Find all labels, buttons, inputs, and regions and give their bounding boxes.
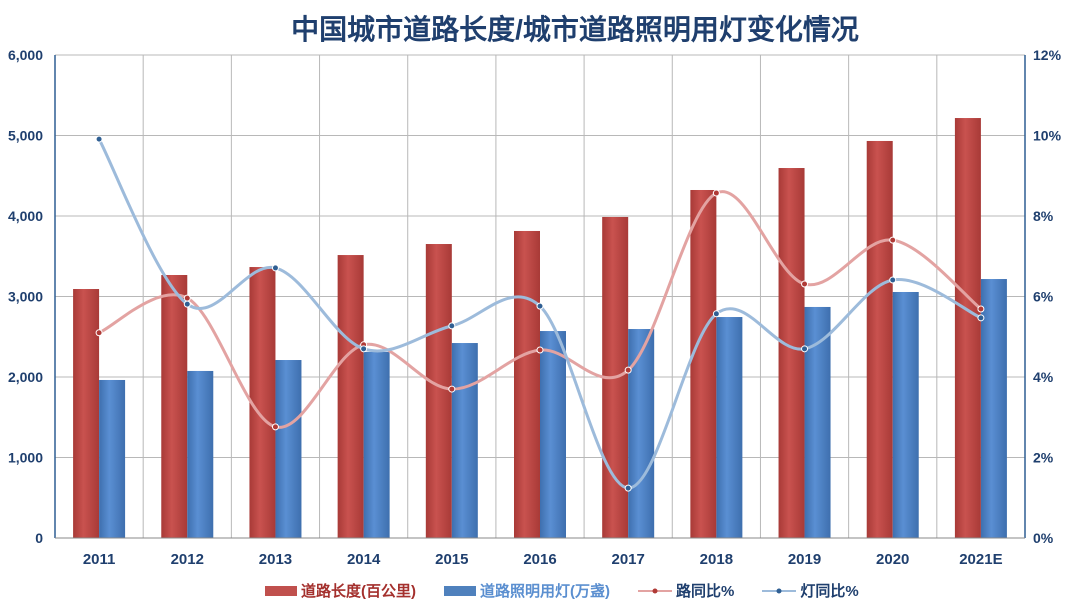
bar-road-length xyxy=(866,140,893,538)
bar-road-length xyxy=(690,189,717,538)
line-lamp-yoy-point xyxy=(536,302,544,310)
line-lamp-yoy-point xyxy=(624,484,632,492)
bar-road-length xyxy=(425,244,452,538)
legend-swatch xyxy=(265,585,297,596)
x-tick-label: 2015 xyxy=(435,551,468,568)
bar-lamps xyxy=(187,370,214,538)
legend-label: 道路长度(百公里) xyxy=(301,583,416,600)
y-left-tick-label: 4,000 xyxy=(8,208,43,224)
legend-item-lamps: 道路照明用灯(万盏) xyxy=(444,580,610,601)
x-tick-label: 2014 xyxy=(347,551,381,568)
x-tick-label: 2018 xyxy=(700,551,733,568)
bar-road-length xyxy=(249,267,276,538)
line-lamp-yoy-point xyxy=(183,300,191,308)
x-tick-label: 2011 xyxy=(83,551,116,568)
bar-lamps xyxy=(892,291,919,538)
line-lamp-yoy-point xyxy=(889,276,897,284)
legend-item-road-length: 道路长度(百公里) xyxy=(265,580,416,601)
line-road-yoy xyxy=(98,190,982,429)
y-right-tick-label: 4% xyxy=(1033,369,1054,385)
bar-lamps xyxy=(99,379,126,538)
line-lamp-yoy-point xyxy=(360,345,368,353)
y-left-tick-label: 3,000 xyxy=(8,289,43,305)
bar-lamps xyxy=(980,279,1007,538)
bar-road-length xyxy=(73,289,100,538)
line-lamp-yoy-point xyxy=(712,310,720,318)
y-right-tick-label: 8% xyxy=(1033,208,1054,224)
y-right-tick-label: 2% xyxy=(1033,450,1054,466)
y-right-tick-label: 6% xyxy=(1033,289,1054,305)
line-lamp-yoy xyxy=(97,138,982,490)
x-tick-label: 2020 xyxy=(876,551,909,568)
legend-line xyxy=(762,588,797,593)
line-road-yoy-point xyxy=(271,423,279,431)
bar-lamps xyxy=(275,360,302,538)
bar-lamps xyxy=(451,343,478,538)
line-road-yoy-point xyxy=(95,329,103,337)
y-left-tick-label: 1,000 xyxy=(8,450,43,466)
line-lamp-yoy-point xyxy=(448,322,456,330)
bar-road-length xyxy=(514,230,540,538)
x-tick-label: 2016 xyxy=(523,551,556,568)
line-road-yoy-point xyxy=(183,294,191,302)
line-lamp-yoy-point xyxy=(801,345,809,353)
y-right-tick-label: 12% xyxy=(1033,47,1062,63)
y-left-tick-label: 0 xyxy=(35,530,43,546)
line-lamp-yoy-point xyxy=(95,135,103,143)
line-road-yoy-point xyxy=(536,346,544,354)
bar-road-length xyxy=(161,275,188,538)
y-left-tick-label: 2,000 xyxy=(8,369,43,385)
line-road-yoy-point xyxy=(624,366,632,374)
y-right-tick-label: 0% xyxy=(1033,530,1054,546)
bar-lamps xyxy=(363,351,390,538)
y-left-tick-label: 5,000 xyxy=(8,128,43,144)
legend-item-lamp-yoy: 灯同比% xyxy=(762,580,859,601)
legend-label: 路同比% xyxy=(676,583,735,600)
line-road-yoy-point xyxy=(801,280,809,288)
legend-label: 道路照明用灯(万盏) xyxy=(480,583,610,600)
line-road-yoy-point xyxy=(448,385,456,393)
x-tick-label: 2013 xyxy=(259,551,292,568)
chart-title: 中国城市道路长度/城市道路照明用灯变化情况 xyxy=(291,14,859,45)
legend-swatch xyxy=(444,585,476,596)
bar-lamps xyxy=(804,306,831,538)
line-road-yoy-point xyxy=(977,305,985,313)
bar-lamps xyxy=(716,317,743,538)
bar-road-length xyxy=(337,255,364,539)
y-right-tick-label: 10% xyxy=(1033,128,1062,144)
bar-lamps xyxy=(540,331,566,538)
x-tick-label: 2017 xyxy=(611,551,644,568)
line-road-yoy-point xyxy=(889,236,897,244)
line-road-yoy-point xyxy=(712,189,720,197)
legend-label: 灯同比% xyxy=(800,583,859,600)
bar-lamps xyxy=(628,329,655,538)
legend-line xyxy=(638,588,672,593)
line-lamp-yoy-point xyxy=(977,314,985,322)
y-left-tick-label: 6,000 xyxy=(8,47,43,63)
x-tick-label: 2019 xyxy=(788,551,821,568)
bar-road-length xyxy=(954,118,981,539)
x-tick-label: 2012 xyxy=(171,551,204,568)
x-tick-label: 2021E xyxy=(959,551,1002,568)
legend: 道路长度(百公里) 道路照明用灯(万盏) 路同比% 灯同比% xyxy=(265,580,859,601)
bar-road-length xyxy=(778,168,805,538)
legend-item-road-yoy: 路同比% xyxy=(638,580,734,601)
line-lamp-yoy-point xyxy=(271,264,279,272)
